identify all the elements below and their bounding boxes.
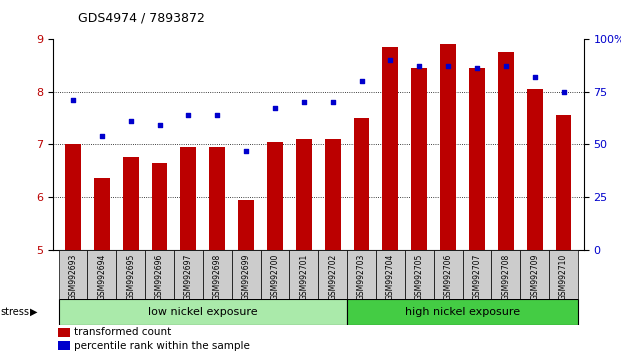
Text: GSM992697: GSM992697: [184, 253, 193, 300]
Point: [472, 65, 482, 71]
Point: [68, 97, 78, 103]
Bar: [123, 158, 138, 250]
Text: GSM992703: GSM992703: [357, 253, 366, 300]
Text: percentile rank within the sample: percentile rank within the sample: [74, 341, 250, 350]
Text: GSM992695: GSM992695: [126, 253, 135, 300]
Bar: [325, 139, 341, 250]
Point: [155, 122, 165, 128]
Point: [328, 99, 338, 105]
Text: low nickel exposure: low nickel exposure: [148, 307, 258, 317]
Point: [183, 112, 193, 118]
Text: GSM992708: GSM992708: [501, 253, 510, 300]
Bar: [58, 327, 70, 337]
Bar: [267, 142, 283, 250]
Point: [386, 57, 396, 63]
Bar: [289, 250, 319, 299]
Point: [125, 118, 135, 124]
Point: [212, 112, 222, 118]
Text: GSM992704: GSM992704: [386, 253, 395, 300]
Point: [270, 105, 280, 111]
Bar: [463, 250, 491, 299]
Text: ▶: ▶: [30, 307, 37, 317]
Bar: [498, 52, 514, 250]
Text: GSM992693: GSM992693: [68, 253, 78, 300]
Bar: [383, 47, 398, 250]
Bar: [353, 118, 369, 250]
Bar: [88, 250, 116, 299]
Bar: [527, 89, 543, 250]
Bar: [319, 250, 347, 299]
Text: GSM992699: GSM992699: [242, 253, 251, 300]
Bar: [556, 115, 571, 250]
Bar: [433, 250, 463, 299]
Text: high nickel exposure: high nickel exposure: [405, 307, 520, 317]
Point: [299, 99, 309, 105]
Bar: [238, 200, 254, 250]
Bar: [145, 250, 174, 299]
Text: GSM992694: GSM992694: [97, 253, 106, 300]
Bar: [549, 250, 578, 299]
Point: [443, 63, 453, 69]
Point: [558, 89, 568, 95]
Text: GSM992696: GSM992696: [155, 253, 164, 300]
Bar: [181, 147, 196, 250]
Text: transformed count: transformed count: [74, 327, 171, 337]
Bar: [520, 250, 549, 299]
Bar: [347, 299, 578, 325]
Text: GSM992710: GSM992710: [559, 253, 568, 300]
Point: [97, 133, 107, 139]
Point: [414, 63, 424, 69]
Bar: [58, 250, 88, 299]
Bar: [94, 178, 110, 250]
Text: GSM992707: GSM992707: [473, 253, 481, 300]
Bar: [296, 139, 312, 250]
Bar: [376, 250, 405, 299]
Point: [241, 148, 251, 153]
Text: GSM992706: GSM992706: [443, 253, 453, 300]
Point: [501, 63, 511, 69]
Bar: [469, 68, 485, 250]
Bar: [440, 44, 456, 250]
Text: GSM992700: GSM992700: [271, 253, 279, 300]
Bar: [491, 250, 520, 299]
Text: GSM992701: GSM992701: [299, 253, 309, 300]
Point: [530, 74, 540, 80]
Bar: [203, 250, 232, 299]
Bar: [405, 250, 433, 299]
Text: GSM992709: GSM992709: [530, 253, 539, 300]
Text: GSM992702: GSM992702: [328, 253, 337, 300]
Bar: [58, 341, 70, 350]
Point: [356, 78, 366, 84]
Bar: [58, 299, 347, 325]
Bar: [232, 250, 261, 299]
Bar: [347, 250, 376, 299]
Bar: [174, 250, 203, 299]
Text: GDS4974 / 7893872: GDS4974 / 7893872: [78, 12, 204, 25]
Bar: [65, 144, 81, 250]
Text: GSM992698: GSM992698: [213, 253, 222, 300]
Text: GSM992705: GSM992705: [415, 253, 424, 300]
Bar: [209, 147, 225, 250]
Bar: [116, 250, 145, 299]
Bar: [261, 250, 289, 299]
Bar: [411, 68, 427, 250]
Text: stress: stress: [0, 307, 29, 317]
Bar: [152, 163, 168, 250]
